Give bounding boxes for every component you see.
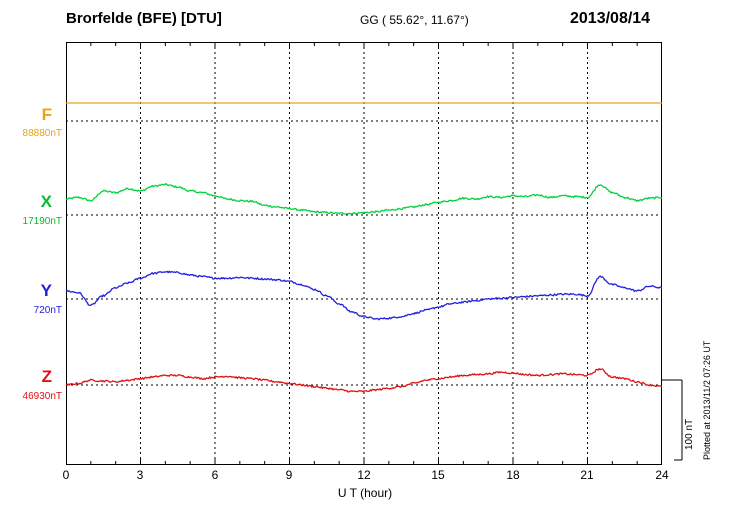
xtick-18: 18 (506, 468, 520, 482)
component-baseline-f: 88880nT (22, 128, 62, 139)
xtick-9: 9 (285, 468, 293, 482)
trace-y (66, 270, 662, 321)
component-label-f: F (41, 105, 52, 124)
observation-date: 2013/08/14 (570, 10, 651, 27)
scale-bar-label: 100 nT (684, 418, 695, 450)
component-baseline-x: 17190nT (22, 216, 62, 227)
xtick-12: 12 (357, 468, 371, 482)
scale-bar (662, 379, 683, 461)
component-label-y: Y (40, 281, 52, 300)
component-baseline-y: 720nT (33, 305, 62, 316)
component-label-x: X (40, 192, 52, 211)
xtick-24: 24 (655, 468, 669, 482)
xtick-15: 15 (431, 468, 445, 482)
trace-z (66, 368, 662, 393)
xtick-3: 3 (136, 468, 144, 482)
station-title: Brorfelde (BFE) [DTU] (66, 10, 222, 27)
xtick-0: 0 (62, 468, 70, 482)
xtick-6: 6 (211, 468, 219, 482)
component-baseline-z: 46930nT (22, 391, 62, 402)
geographic-coordinates: GG ( 55.62°, 11.67°) (360, 13, 469, 27)
component-label-z: Z (41, 367, 52, 386)
trace-x (66, 183, 662, 215)
plotted-timestamp: Plotted at 2013/11/2 07:26 UT (702, 340, 712, 460)
magnetogram-plot (66, 42, 662, 465)
x-axis-label: U T (hour) (337, 486, 393, 500)
xtick-21: 21 (580, 468, 594, 482)
